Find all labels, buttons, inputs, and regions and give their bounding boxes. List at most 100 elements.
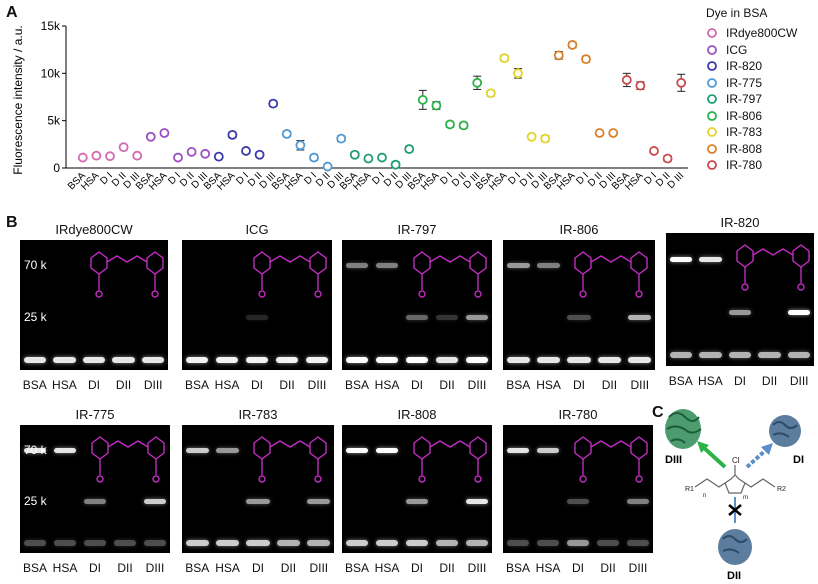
gel-band: [23, 447, 47, 453]
data-point: [472, 77, 483, 88]
data-point: [173, 152, 183, 163]
dye-structure-icon: [412, 251, 487, 298]
gel-band: [405, 498, 429, 504]
gel-band: [143, 539, 167, 546]
data-point: [105, 151, 115, 162]
gel-band: [375, 263, 399, 268]
lane-label: DIII: [467, 561, 487, 575]
gel-band: [626, 539, 650, 546]
binding-arrow-diii-icon: [697, 441, 727, 469]
legend-label: IR-783: [726, 125, 763, 139]
gel-band: [405, 315, 429, 320]
gel-image: [342, 425, 492, 553]
gel-band: [345, 447, 369, 453]
gel-band: [728, 309, 752, 315]
data-point: [145, 131, 156, 142]
data-point: [377, 152, 387, 163]
gel-band: [53, 539, 77, 546]
data-point: [676, 77, 687, 88]
domain-label-di: DI: [793, 454, 804, 466]
gel-band: [245, 315, 269, 320]
lane-label: DIII: [143, 378, 163, 392]
m-label: m: [743, 495, 748, 501]
lane-label: DI: [87, 378, 100, 392]
gel-image: [503, 240, 655, 370]
lane-label: HSA: [52, 378, 77, 392]
dye-scaffold-icon: [694, 465, 776, 494]
legend-label: IRdye800CW: [726, 26, 798, 40]
gel-band: [567, 356, 591, 363]
r2-label: R2: [777, 486, 786, 493]
gel-band: [435, 539, 459, 546]
gel-band: [246, 539, 270, 546]
gel-band: [567, 315, 591, 320]
gel-band: [112, 356, 135, 363]
molecular-weight-label: 70 k: [24, 258, 47, 272]
gel-band: [245, 356, 269, 363]
y-axis-label: Fluorescence intensity / a.u.: [11, 25, 25, 174]
lane-label: DIII: [628, 561, 648, 575]
data-point: [77, 152, 88, 163]
gel-band: [628, 356, 652, 363]
data-point: [513, 68, 523, 79]
gel-image: [20, 240, 168, 370]
molecular-weight-label: 25 k: [24, 493, 47, 508]
gel-band: [506, 447, 530, 453]
data-point: [635, 80, 646, 91]
gel-title: IR-783: [238, 407, 278, 422]
dye-structure-icon: [253, 436, 328, 483]
lane-label: BSA: [668, 374, 693, 388]
gel-band: [537, 263, 561, 268]
data-point: [540, 133, 551, 144]
dye-structure-icon: [735, 244, 810, 291]
lane-label: DI: [251, 561, 264, 575]
gel-band: [141, 356, 165, 363]
gel-band: [465, 315, 489, 320]
data-point: [499, 53, 510, 64]
lane-label: DIII: [467, 378, 487, 392]
gel-band: [465, 356, 489, 363]
lane-label: DII: [761, 374, 778, 388]
data-point: [118, 142, 129, 153]
di-protein-icon: [769, 415, 801, 447]
gel-title: IR-780: [558, 407, 598, 422]
gel-title: ICG: [245, 222, 269, 237]
lane-label: HSA: [698, 374, 723, 388]
y-tick-label: 10k: [41, 66, 61, 80]
gel-band: [375, 539, 399, 546]
gel-title: IR-775: [75, 407, 115, 422]
gel-band: [143, 498, 167, 504]
legend-marker-icon: [707, 94, 717, 104]
x-tick-label: D III: [666, 170, 687, 191]
gel-band: [506, 356, 530, 363]
n-label: n: [703, 493, 706, 499]
legend-marker-icon: [707, 160, 717, 170]
lane-label: DII: [439, 378, 455, 392]
data-point: [281, 129, 292, 139]
gel-band: [275, 356, 299, 363]
binding-arrow-di-icon: [745, 443, 773, 469]
gel-band: [345, 356, 369, 363]
gel-band: [596, 539, 620, 546]
data-point: [132, 150, 143, 161]
data-point: [526, 131, 537, 142]
gel-title: IR-808: [397, 407, 437, 422]
data-point: [213, 151, 224, 162]
legend-marker-icon: [707, 110, 717, 121]
data-point: [349, 149, 360, 160]
data-point: [254, 149, 265, 160]
y-tick-label: 5k: [47, 114, 61, 128]
gel-band: [435, 356, 459, 363]
legend-label: ICG: [726, 42, 748, 57]
legend-title: Dye in BSA: [706, 6, 768, 20]
data-point: [390, 159, 401, 170]
r1-label: R1: [685, 486, 694, 493]
gel-band: [728, 352, 752, 359]
gel-title: IR-806: [559, 222, 599, 237]
y-tick-label: 0: [53, 161, 60, 175]
lane-label: HSA: [214, 378, 240, 392]
data-point: [594, 128, 605, 138]
lane-label: DI: [572, 561, 584, 575]
y-tick-label: 15k: [41, 19, 61, 33]
gel-band: [53, 447, 77, 453]
